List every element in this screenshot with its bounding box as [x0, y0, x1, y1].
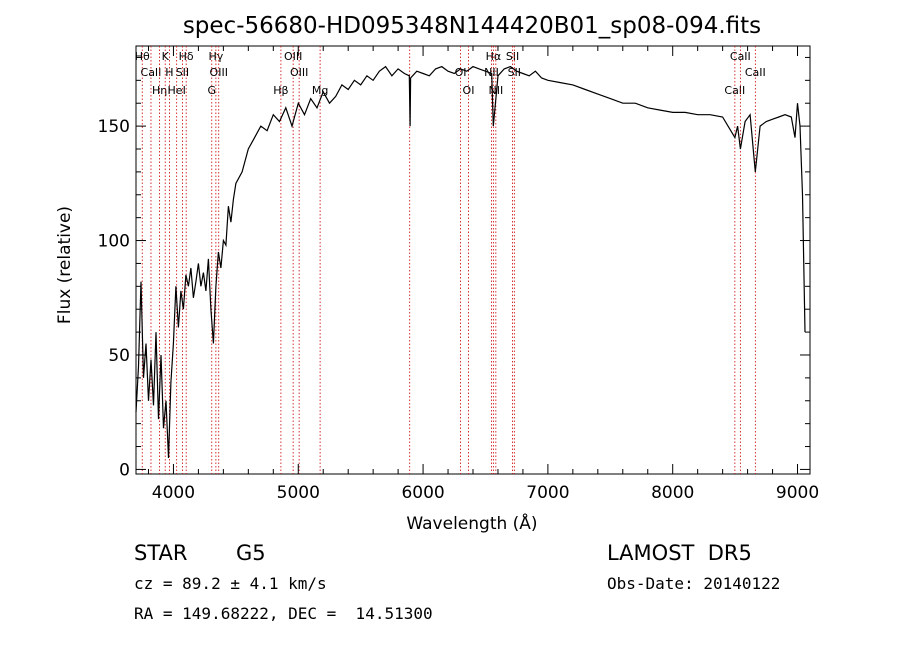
x-tick-label: 4000 [152, 483, 195, 503]
spectral-line-label: OI [455, 66, 467, 79]
x-tick-label: 5000 [277, 483, 320, 503]
y-tick-label: 150 [98, 117, 130, 137]
spectral-line-label: SII [176, 66, 189, 79]
spectral-line-label: HeI [168, 84, 186, 97]
spectral-line-label: G [207, 84, 216, 97]
spectral-line-label: Hθ [135, 50, 150, 63]
x-tick-label: 9000 [776, 483, 819, 503]
spectral-line-markers: HθCaIIHηKHHeIHδSIIGHγOIIIHβOIIIOIIIMgOIO… [135, 46, 766, 474]
x-axis-label: Wavelength (Å) [406, 512, 537, 534]
spectral-line-label: SII [506, 50, 519, 63]
spectrum-series [135, 65, 806, 459]
chart-title: spec-56680-HD095348N144420B01_sp08-094.f… [183, 13, 761, 39]
axes: 4000 5000 6000 7000 8000 9000 0 50 100 150 [98, 46, 819, 503]
spectral-line-label: CaII [724, 84, 745, 97]
plot-frame [135, 45, 811, 475]
x-tick-label: 7000 [526, 483, 569, 503]
y-tick-label: 100 [98, 232, 130, 252]
y-tick-label: 0 [119, 460, 130, 480]
spectral-line-label: Hα [486, 50, 502, 63]
spectral-line-label: CaII [141, 66, 162, 79]
spectral-line-label: OIII [290, 66, 308, 79]
survey-name: LAMOST DR5 [607, 541, 752, 565]
ra-dec: RA = 149.68222, DEC = 14.51300 [134, 604, 433, 623]
spectral-line-label: Hδ [179, 50, 194, 63]
spectral-line-label: SII [508, 66, 521, 79]
y-tick-label: 50 [108, 346, 130, 366]
spectral-line-label: NII [484, 66, 499, 79]
subclass: G5 [236, 541, 266, 565]
redshift-cz: cz = 89.2 ± 4.1 km/s [134, 574, 327, 593]
spectral-line-label: CaII [745, 66, 766, 79]
obs-date: Obs-Date: 20140122 [607, 574, 781, 593]
spectral-line-label: OIII [210, 66, 228, 79]
spectral-line-label: OIII [284, 50, 302, 63]
spectral-line-label: K [162, 50, 170, 63]
spectrum-line [135, 65, 806, 459]
x-tick-label: 6000 [401, 483, 444, 503]
spectral-line-label: OI [463, 84, 475, 97]
plot-border [135, 45, 811, 475]
spectral-line-label: Hβ [273, 84, 288, 97]
spectral-line-label: Hγ [208, 50, 223, 63]
y-axis-label: Flux (relative) [55, 206, 75, 324]
spectral-line-label: CaII [730, 50, 751, 63]
spectral-line-label: Mg [312, 84, 328, 97]
object-class: STAR [134, 541, 188, 565]
spectral-line-label: Hη [152, 84, 167, 97]
x-tick-label: 8000 [651, 483, 694, 503]
spectral-line-label: H [165, 66, 173, 79]
